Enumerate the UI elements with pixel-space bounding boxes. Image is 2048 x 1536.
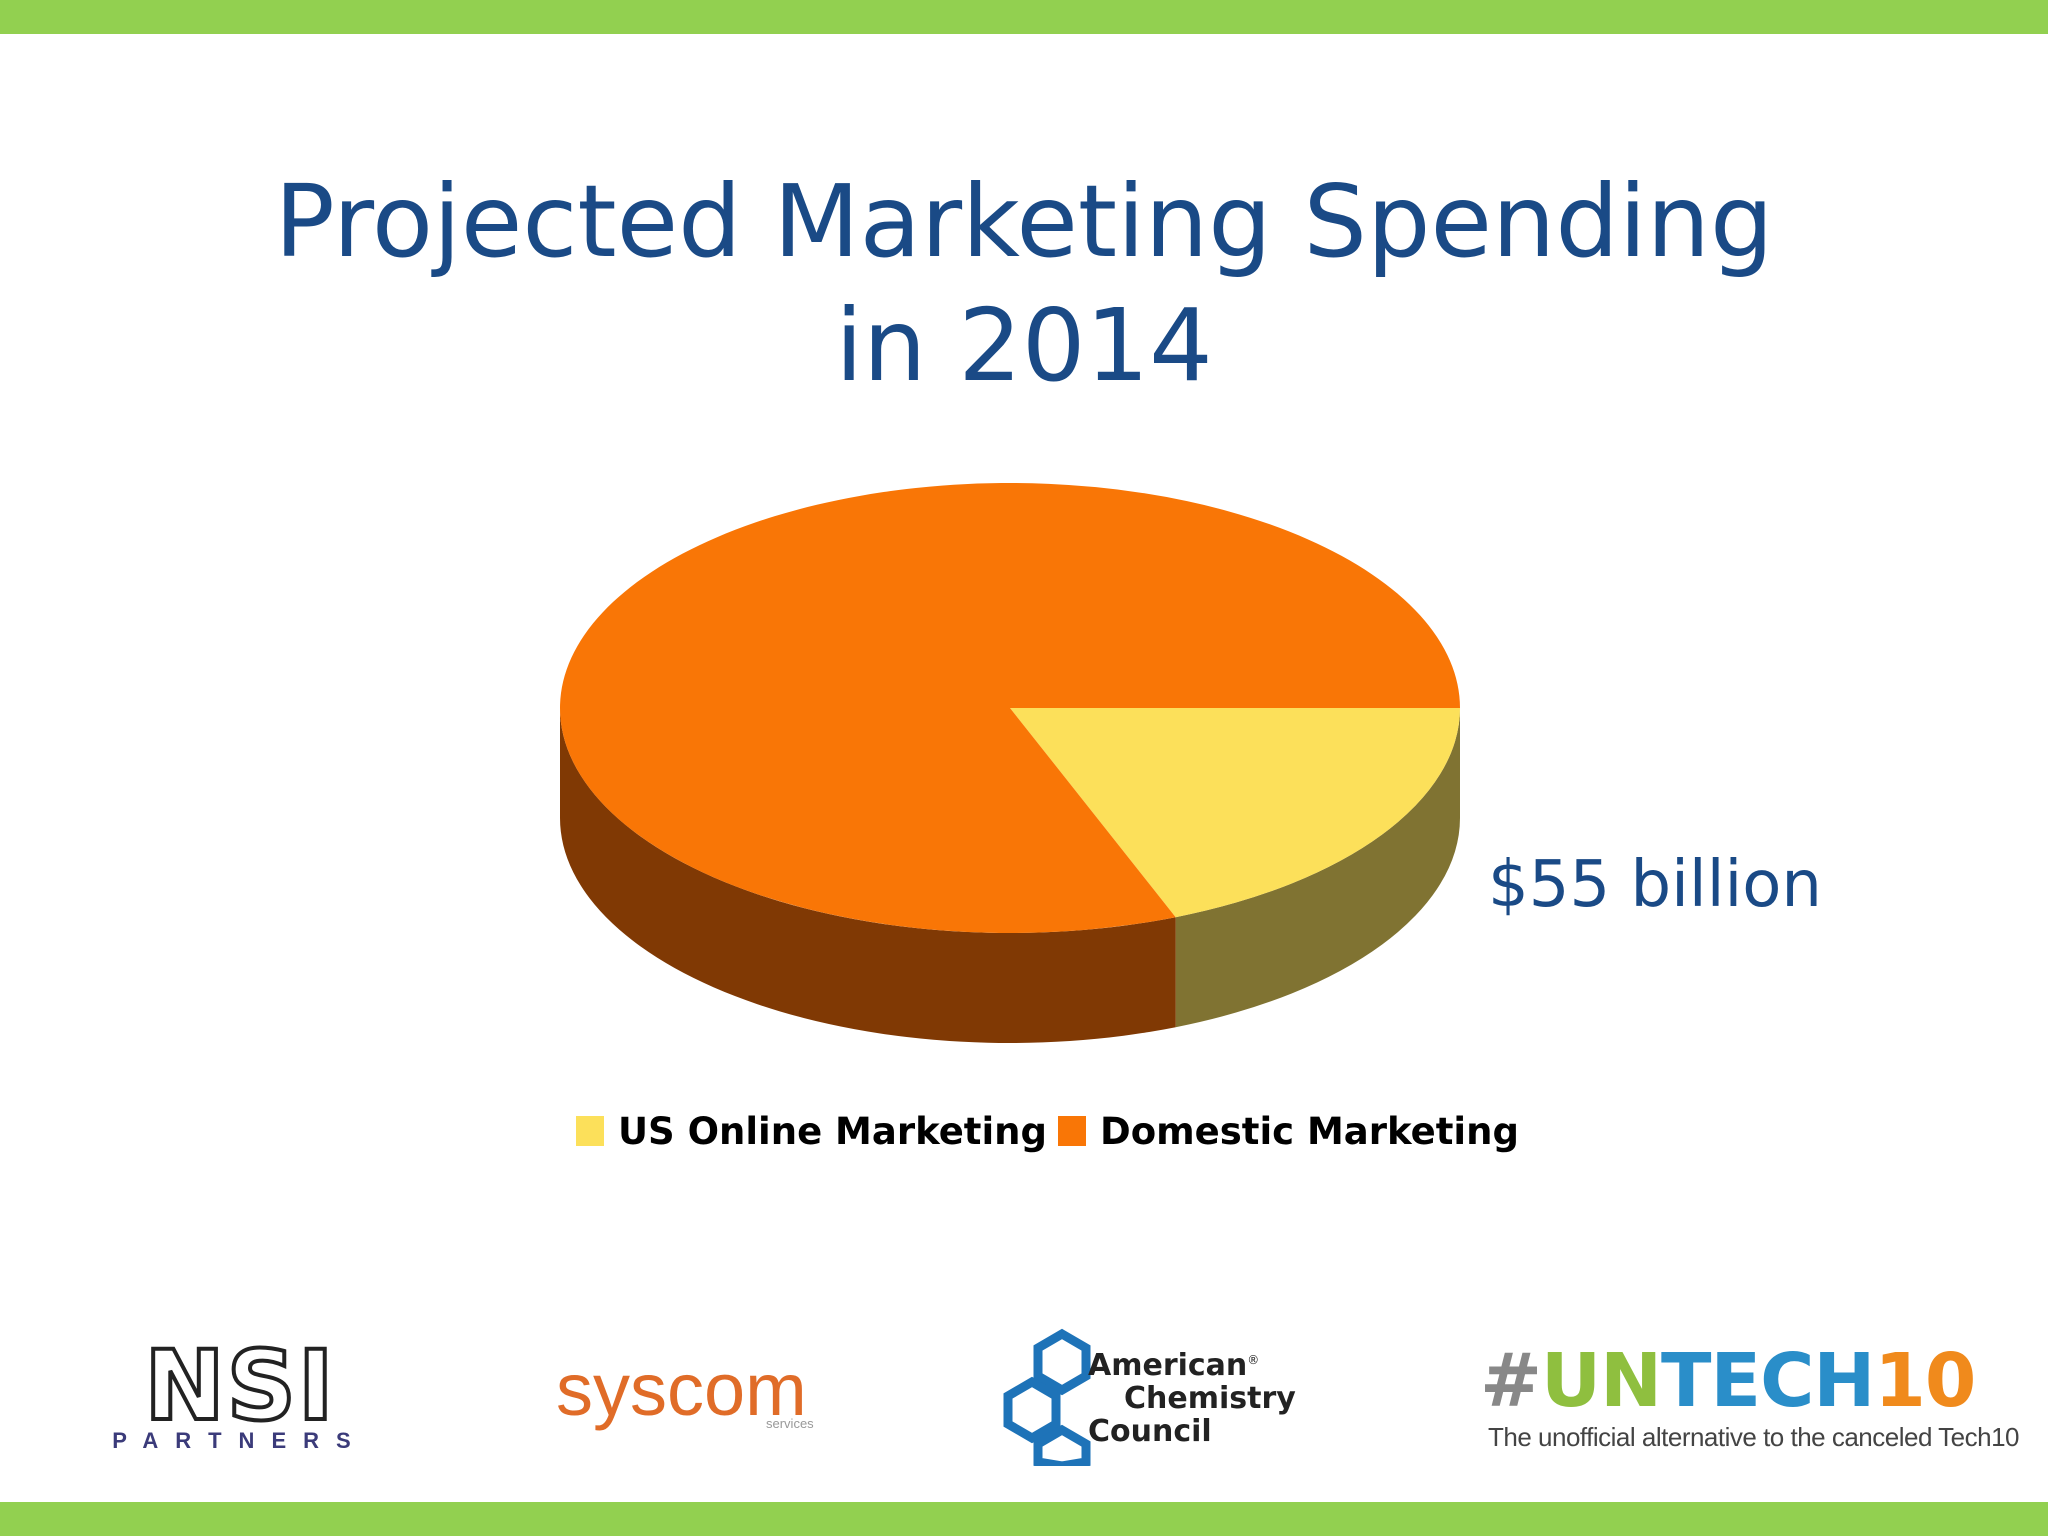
untech-un: UN xyxy=(1541,1338,1662,1424)
untech-hash: # xyxy=(1480,1338,1542,1424)
syscom-logo-sub: services xyxy=(766,1416,814,1431)
nsi-logo-main: NSI xyxy=(142,1330,336,1442)
nsi-logo-sub: PARTNERS xyxy=(112,1428,368,1453)
pie-side-1 xyxy=(560,708,1176,1043)
legend-swatch-0 xyxy=(576,1116,604,1146)
acc-logo-line-2: Chemistry xyxy=(1124,1381,1296,1416)
untech10-logo: #UNTECH10 The unofficial alternative to … xyxy=(1480,1338,2020,1458)
title-line-1: Projected Marketing Spending xyxy=(274,163,1774,280)
acc-logo-line-3: Council xyxy=(1088,1414,1212,1449)
untech-tech: TECH xyxy=(1661,1338,1875,1424)
bottom-accent-bar xyxy=(0,1502,2048,1536)
title-line-2: in 2014 xyxy=(835,287,1213,404)
top-accent-bar xyxy=(0,0,2048,34)
legend-label-0: US Online Marketing xyxy=(618,1110,1047,1153)
slice-annotation: $55 billion xyxy=(1488,848,1822,922)
syscom-logo: syscom services xyxy=(556,1350,836,1440)
american-chemistry-council-logo: American® Chemistry Council xyxy=(1002,1326,1302,1466)
untech-tagline: The unofficial alternative to the cancel… xyxy=(1488,1422,2020,1452)
legend-label-1: Domestic Marketing xyxy=(1100,1110,1519,1153)
acc-logo-line-1: American® xyxy=(1088,1348,1260,1383)
slide-title: Projected Marketing Spending in 2014 xyxy=(0,160,2048,408)
nsi-partners-logo: NSI PARTNERS xyxy=(110,1330,370,1453)
pie-slice-0 xyxy=(1010,708,1460,918)
hexagon-icon xyxy=(1003,1328,1091,1466)
pie-slice-1 xyxy=(560,483,1460,933)
syscom-logo-main: syscom xyxy=(556,1348,807,1431)
untech-num: 10 xyxy=(1874,1338,1976,1424)
pie-side-0 xyxy=(1175,708,1460,1028)
legend-swatch-1 xyxy=(1058,1116,1086,1146)
registered-mark: ® xyxy=(1247,1353,1260,1367)
